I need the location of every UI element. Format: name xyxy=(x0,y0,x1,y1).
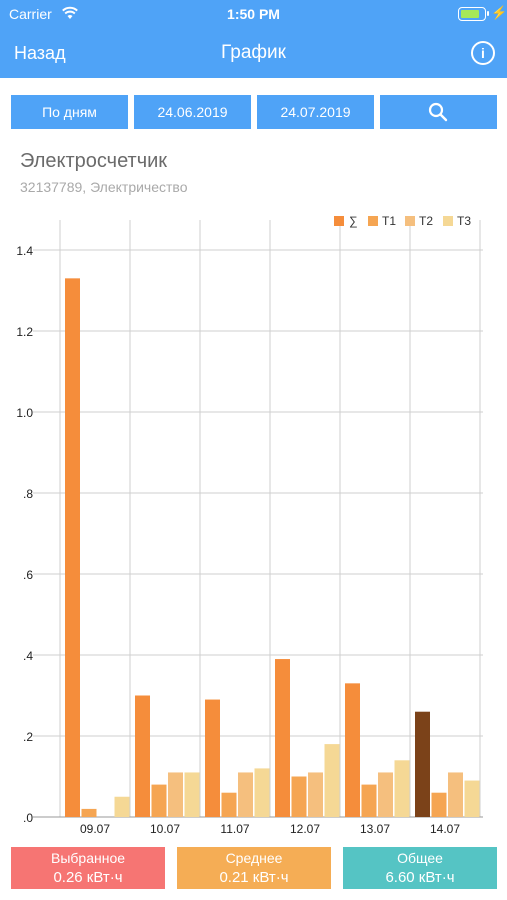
legend-label-t2: T2 xyxy=(419,214,434,228)
clock: 1:50 PM xyxy=(227,6,280,22)
bar-∑-12.07[interactable] xyxy=(275,659,290,817)
x-tick-label: 10.07 xyxy=(150,822,180,836)
bar-∑-11.07[interactable] xyxy=(205,699,220,817)
legend-swatch-sum xyxy=(334,216,344,226)
bar-T3-14.07[interactable] xyxy=(464,780,480,817)
bar-∑-09.07[interactable] xyxy=(65,278,80,818)
bar-T3-10.07[interactable] xyxy=(184,772,200,817)
date-from-field[interactable]: 24.06.2019 xyxy=(134,95,251,129)
bar-T1-10.07[interactable] xyxy=(151,784,167,817)
info-icon[interactable]: i xyxy=(471,41,495,65)
y-tick-label: .2 xyxy=(23,730,33,744)
back-button[interactable]: Назад xyxy=(14,43,66,63)
consumption-chart[interactable]: .0 .2 .4 .6 .8 1.0 1.2 1.4 09.07 10.07 11.07 12.07 1… xyxy=(0,200,507,840)
wifi-icon xyxy=(62,6,78,23)
total-stat-title: Общее xyxy=(397,850,443,866)
bar-T3-12.07[interactable] xyxy=(324,744,340,817)
meter-name: Электросчетчик xyxy=(20,150,168,172)
selected-stat-card: Выбранное 0.26 кВт·ч xyxy=(11,847,165,889)
x-tick-label: 12.07 xyxy=(290,822,320,836)
meter-subtitle: 32137789, Электричество xyxy=(20,179,188,195)
bar-T2-13.07[interactable] xyxy=(378,772,393,817)
legend-label-t1: T1 xyxy=(382,214,397,228)
average-stat-card: Среднее 0.21 кВт·ч xyxy=(177,847,331,889)
charging-icon: ⚡ xyxy=(491,5,507,20)
bar-T3-11.07[interactable] xyxy=(254,768,270,817)
bar-∑-13.07[interactable] xyxy=(345,683,360,817)
selected-stat-title: Выбранное xyxy=(50,850,126,866)
y-tick-label: 1.4 xyxy=(16,244,33,258)
page-title: График xyxy=(221,42,286,63)
bar-T1-09.07[interactable] xyxy=(81,808,97,817)
x-tick-label: 13.07 xyxy=(360,822,390,836)
date-to-field[interactable]: 24.07.2019 xyxy=(257,95,374,129)
bar-T1-14.07[interactable] xyxy=(431,792,447,817)
bar-∑-10.07[interactable] xyxy=(135,695,150,818)
legend-swatch-t3 xyxy=(443,216,453,226)
bar-T2-11.07[interactable] xyxy=(238,772,253,817)
carrier-label: Carrier xyxy=(9,6,52,22)
legend-label-sum: ∑ xyxy=(349,214,358,228)
y-tick-label: .0 xyxy=(23,811,33,825)
bar-T3-09.07[interactable] xyxy=(114,796,130,817)
bar-T1-13.07[interactable] xyxy=(361,784,377,817)
total-stat-card: Общее 6.60 кВт·ч xyxy=(343,847,497,889)
period-mode-button[interactable]: По дням xyxy=(11,95,128,129)
average-stat-value: 0.21 кВт·ч xyxy=(219,869,289,886)
search-icon xyxy=(428,102,448,122)
bar-T2-14.07[interactable] xyxy=(448,772,463,817)
bar-T2-12.07[interactable] xyxy=(308,772,323,817)
bar-T3-13.07[interactable] xyxy=(394,760,410,817)
nav-bar: Назад График i xyxy=(0,30,507,78)
bar-∑-14.07[interactable] xyxy=(415,711,430,817)
legend-swatch-t1 xyxy=(368,216,378,226)
y-tick-label: 1.0 xyxy=(16,406,33,420)
legend-label-t3: T3 xyxy=(457,214,472,228)
x-tick-label: 11.07 xyxy=(220,822,249,836)
x-tick-label: 09.07 xyxy=(80,822,110,836)
selected-stat-value: 0.26 кВт·ч xyxy=(53,869,123,886)
x-tick-label: 14.07 xyxy=(430,822,460,836)
average-stat-title: Среднее xyxy=(225,850,283,866)
battery-icon xyxy=(458,7,489,21)
search-button[interactable] xyxy=(380,95,497,129)
y-tick-label: 1.2 xyxy=(16,325,33,339)
y-tick-label: .8 xyxy=(23,487,33,501)
total-stat-value: 6.60 кВт·ч xyxy=(385,869,455,886)
y-tick-label: .4 xyxy=(23,649,33,663)
y-tick-label: .6 xyxy=(23,568,33,582)
status-bar: Carrier 1:50 PM ⚡ xyxy=(0,0,507,30)
legend-swatch-t2 xyxy=(405,216,415,226)
bar-T1-11.07[interactable] xyxy=(221,792,237,817)
bar-T2-10.07[interactable] xyxy=(168,772,183,817)
bar-T1-12.07[interactable] xyxy=(291,776,307,818)
